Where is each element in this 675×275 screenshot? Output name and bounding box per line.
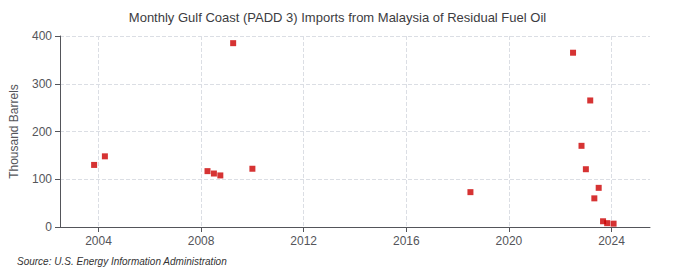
- svg-text:2024: 2024: [598, 234, 625, 248]
- svg-text:2004: 2004: [85, 234, 112, 248]
- svg-text:400: 400: [32, 29, 52, 43]
- svg-text:Monthly Gulf Coast (PADD 3) Im: Monthly Gulf Coast (PADD 3) Imports from…: [129, 10, 546, 25]
- svg-text:200: 200: [32, 125, 52, 139]
- svg-text:Source: U.S. Energy Informatio: Source: U.S. Energy Information Administ…: [17, 256, 227, 267]
- svg-text:2008: 2008: [188, 234, 215, 248]
- svg-text:300: 300: [32, 77, 52, 91]
- svg-text:Thousand Barrels: Thousand Barrels: [7, 84, 21, 179]
- svg-text:2012: 2012: [290, 234, 317, 248]
- svg-text:2016: 2016: [393, 234, 420, 248]
- svg-text:0: 0: [45, 220, 52, 234]
- svg-text:100: 100: [32, 172, 52, 186]
- svg-text:2020: 2020: [496, 234, 523, 248]
